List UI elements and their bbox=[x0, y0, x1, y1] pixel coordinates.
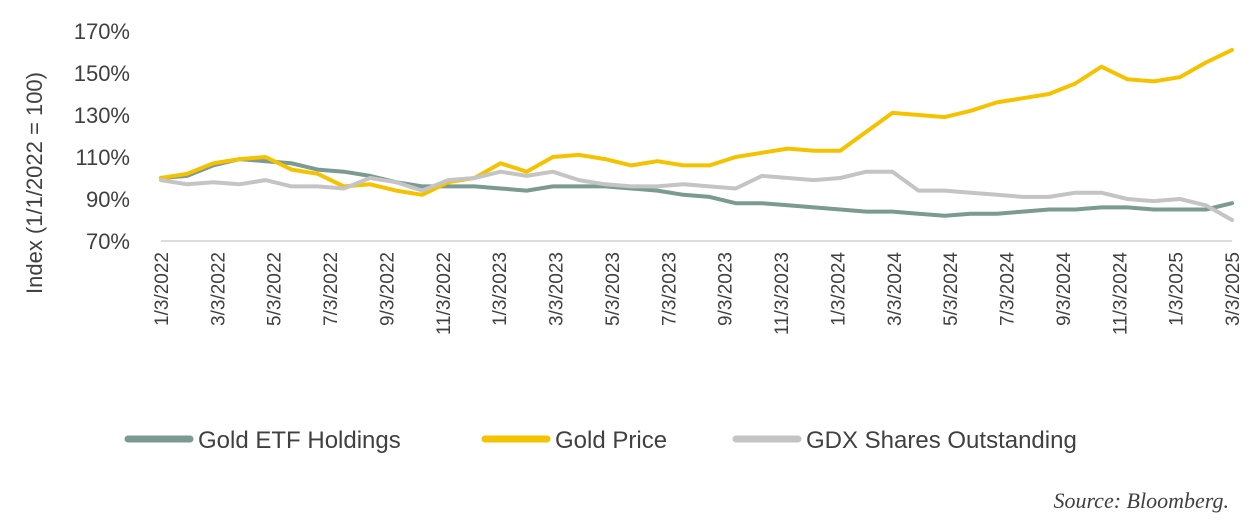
x-tick-label: 7/3/2024 bbox=[998, 252, 1019, 326]
y-tick-label: 90% bbox=[86, 187, 130, 212]
x-axis: 1/3/2022 3/3/2022 5/3/2022 7/3/2022 9/3/2022… bbox=[152, 252, 1244, 336]
y-axis: 70% 90% 110% 130% 150% 170% bbox=[74, 19, 130, 254]
x-tick-label: 1/3/2025 bbox=[1167, 252, 1188, 326]
y-axis-label: Index (1/1/2022 = 100) bbox=[22, 72, 47, 294]
legend-label-0: Gold ETF Holdings bbox=[198, 427, 401, 454]
x-tick-label: 7/3/2022 bbox=[321, 252, 342, 326]
x-tick-label: 3/3/2025 bbox=[1223, 252, 1244, 326]
x-tick-label: 1/3/2023 bbox=[490, 252, 511, 326]
x-tick-label: 3/3/2024 bbox=[885, 252, 906, 326]
x-tick-label: 3/3/2023 bbox=[547, 252, 568, 326]
y-tick-label: 110% bbox=[75, 145, 130, 170]
legend-label-1: Gold Price bbox=[555, 427, 667, 454]
series-line-0 bbox=[159, 157, 1234, 218]
x-tick-label: 1/3/2024 bbox=[828, 252, 849, 326]
series-line-1 bbox=[159, 47, 1234, 197]
x-tick-label: 3/3/2022 bbox=[208, 252, 229, 326]
x-tick-label: 9/3/2024 bbox=[1054, 252, 1075, 326]
source-note: Source: Bloomberg. bbox=[1053, 488, 1229, 513]
x-tick-label: 11/3/2024 bbox=[1110, 252, 1131, 336]
x-tick-label: 5/3/2024 bbox=[941, 252, 962, 326]
x-tick-label: 9/3/2022 bbox=[377, 252, 398, 326]
x-tick-label: 5/3/2023 bbox=[603, 252, 624, 326]
series-lines bbox=[159, 47, 1234, 222]
y-tick-label: 70% bbox=[86, 229, 130, 254]
y-tick-label: 170% bbox=[74, 19, 130, 44]
legend-label-2: GDX Shares Outstanding bbox=[806, 427, 1077, 454]
x-tick-label: 11/3/2023 bbox=[772, 252, 793, 335]
x-tick-label: 5/3/2022 bbox=[265, 252, 286, 326]
legend: Gold ETF Holdings Gold Price GDX Shares Ou… bbox=[124, 427, 1077, 454]
x-tick-label: 9/3/2023 bbox=[716, 252, 737, 326]
x-tick-label: 11/3/2022 bbox=[434, 252, 455, 335]
y-tick-label: 150% bbox=[74, 61, 130, 86]
x-tick-label: 7/3/2023 bbox=[659, 252, 680, 326]
series-line-2 bbox=[159, 169, 1234, 222]
x-tick-label: 1/3/2022 bbox=[152, 252, 173, 326]
y-tick-label: 130% bbox=[74, 103, 130, 128]
